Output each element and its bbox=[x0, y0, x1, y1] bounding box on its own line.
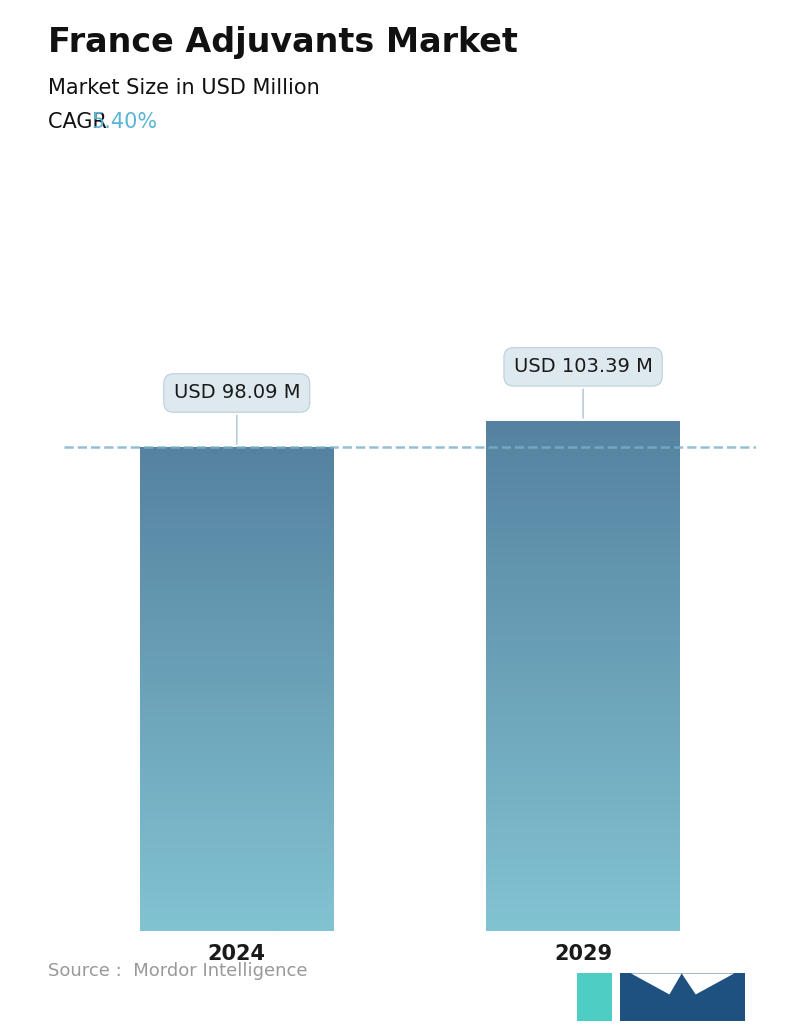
Text: USD 103.39 M: USD 103.39 M bbox=[513, 358, 653, 418]
Polygon shape bbox=[576, 973, 611, 1022]
Text: Source :  Mordor Intelligence: Source : Mordor Intelligence bbox=[48, 963, 307, 980]
Polygon shape bbox=[620, 973, 745, 1022]
Polygon shape bbox=[631, 973, 681, 995]
Text: France Adjuvants Market: France Adjuvants Market bbox=[48, 26, 517, 59]
Text: Market Size in USD Million: Market Size in USD Million bbox=[48, 78, 319, 97]
Text: USD 98.09 M: USD 98.09 M bbox=[174, 384, 300, 444]
Text: CAGR: CAGR bbox=[48, 112, 113, 131]
Polygon shape bbox=[681, 973, 734, 995]
Text: 5.40%: 5.40% bbox=[92, 112, 158, 131]
